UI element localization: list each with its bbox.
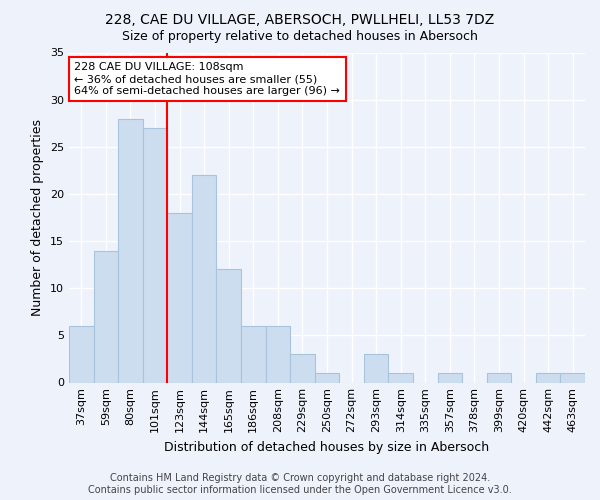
Bar — [241, 326, 266, 382]
Bar — [536, 373, 560, 382]
Bar — [69, 326, 94, 382]
Bar — [290, 354, 315, 382]
Bar — [192, 175, 217, 382]
Bar — [388, 373, 413, 382]
Bar — [487, 373, 511, 382]
X-axis label: Distribution of detached houses by size in Abersoch: Distribution of detached houses by size … — [164, 441, 490, 454]
Text: 228, CAE DU VILLAGE, ABERSOCH, PWLLHELI, LL53 7DZ: 228, CAE DU VILLAGE, ABERSOCH, PWLLHELI,… — [106, 12, 494, 26]
Bar — [560, 373, 585, 382]
Text: Size of property relative to detached houses in Abersoch: Size of property relative to detached ho… — [122, 30, 478, 43]
Bar — [315, 373, 339, 382]
Bar — [266, 326, 290, 382]
Bar — [94, 250, 118, 382]
Text: Contains HM Land Registry data © Crown copyright and database right 2024.
Contai: Contains HM Land Registry data © Crown c… — [88, 474, 512, 495]
Bar — [364, 354, 388, 382]
Text: 228 CAE DU VILLAGE: 108sqm
← 36% of detached houses are smaller (55)
64% of semi: 228 CAE DU VILLAGE: 108sqm ← 36% of deta… — [74, 62, 340, 96]
Bar — [217, 270, 241, 382]
Y-axis label: Number of detached properties: Number of detached properties — [31, 119, 44, 316]
Bar — [167, 213, 192, 382]
Bar — [437, 373, 462, 382]
Bar — [143, 128, 167, 382]
Bar — [118, 118, 143, 382]
